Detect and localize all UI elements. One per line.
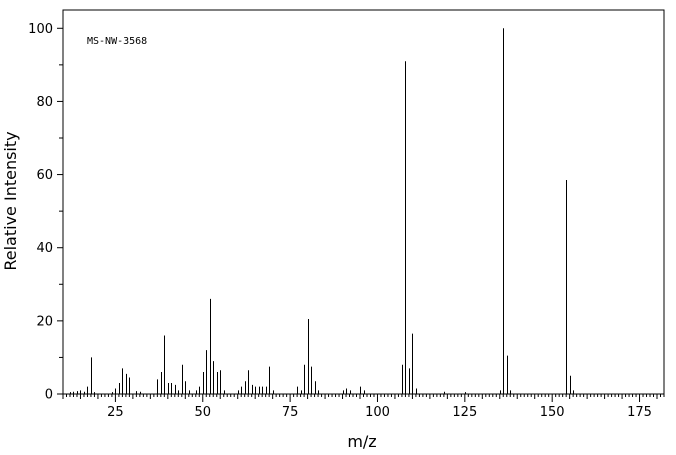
x-tick-label: 50 [194, 405, 211, 420]
plot-frame [62, 9, 665, 395]
x-tick-label: 75 [282, 405, 299, 420]
x-minor-ticks [62, 394, 665, 402]
x-tick-label: 125 [452, 405, 477, 420]
x-tick-label: 100 [365, 405, 390, 420]
y-tick-label: 100 [28, 22, 53, 37]
x-tick-label: 25 [107, 405, 124, 420]
x-tick-label: 150 [540, 405, 565, 420]
y-tick-label: 0 [45, 388, 53, 403]
x-axis-ticks: 25 50 75 100 125 150 175 [107, 405, 652, 420]
x-tick-label: 175 [627, 405, 652, 420]
y-tick-label: 80 [36, 95, 53, 110]
spectrum-peaks [70, 28, 574, 394]
y-tick-label: 20 [36, 314, 53, 329]
y-tick-label: 40 [36, 241, 53, 256]
y-tick-label: 60 [36, 168, 53, 183]
spectrum-id-annotation: MS-NW-3568 [87, 36, 147, 47]
y-axis-label: Relative Intensity [1, 131, 20, 270]
y-axis-ticks: 0 20 40 60 80 100 [28, 22, 63, 403]
x-axis-label: m/z [347, 432, 376, 451]
